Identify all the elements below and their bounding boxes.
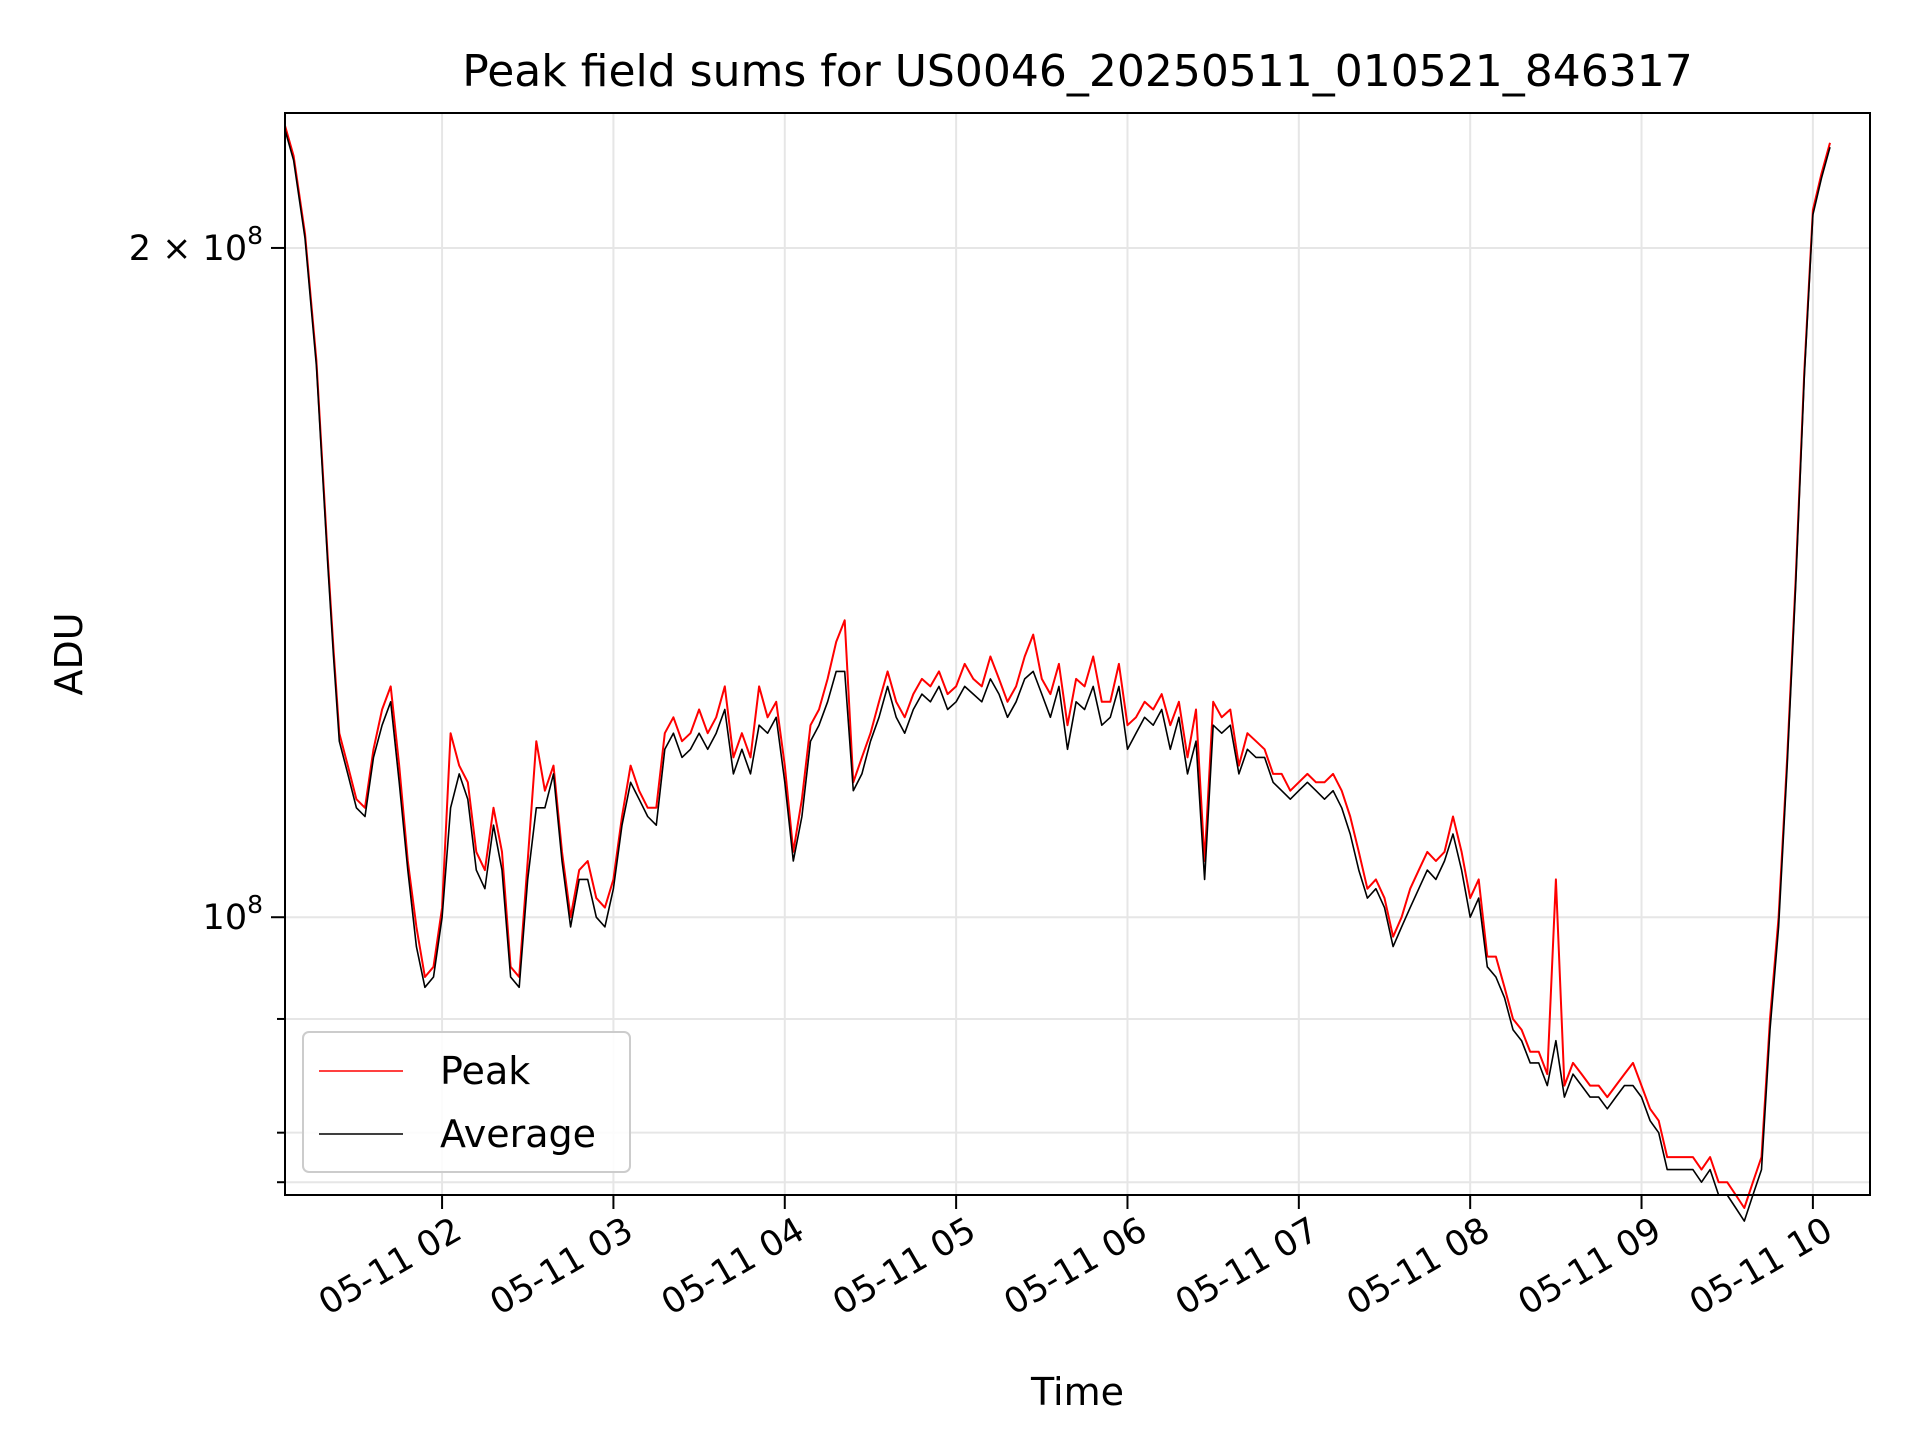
grid [285, 113, 1870, 1195]
legend-label-average: Average [440, 1112, 596, 1156]
series-line-peak [284, 125, 1831, 1209]
plot-frame [284, 112, 1871, 1196]
legend-label-peak: Peak [440, 1049, 530, 1093]
series-layer [284, 125, 1831, 1222]
chart-title: Peak field sums for US0046_20250511_0105… [462, 46, 1692, 97]
legend-box [302, 1031, 631, 1173]
y-tick-label: 2 × 108 [129, 221, 263, 269]
y-axis-label: ADU [47, 612, 91, 695]
legend: Peak Average [302, 1031, 631, 1173]
series-line-average [284, 129, 1831, 1222]
x-axis-label: Time [1030, 1370, 1124, 1414]
y-tick-label: 108 [203, 890, 263, 938]
